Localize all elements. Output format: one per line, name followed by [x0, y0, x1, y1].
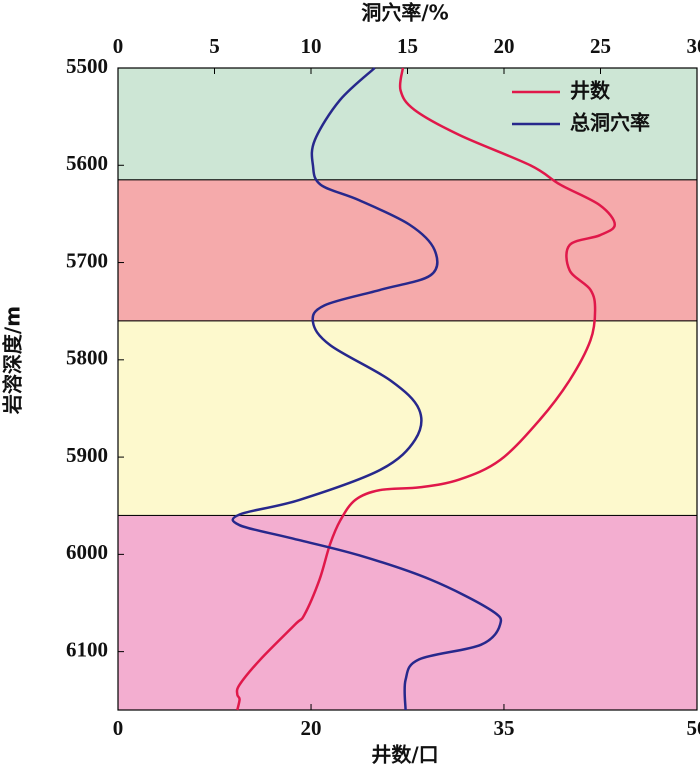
top-axis-label: 洞穴率/% [361, 1, 448, 25]
y-tick-label: 6000 [66, 540, 108, 564]
top-tick-label: 5 [209, 34, 220, 58]
y-tick-label: 5900 [66, 443, 108, 467]
bottom-tick-label: 50 [687, 716, 700, 740]
top-tick-label: 25 [590, 34, 611, 58]
top-tick-label: 0 [113, 34, 124, 58]
top-tick-label: 30 [687, 34, 700, 58]
y-tick-label: 6100 [66, 637, 108, 661]
plot-frame [117, 67, 698, 711]
zone [117, 67, 698, 181]
y-tick-label: 5700 [66, 248, 108, 272]
top-tick-label: 15 [397, 34, 418, 58]
y-axis-label: 岩溶深度/m [1, 306, 25, 415]
bottom-tick-label: 20 [301, 716, 322, 740]
y-tick-label: 5600 [66, 151, 108, 175]
y-tick-label: 5500 [66, 54, 108, 78]
legend-label: 总洞穴率 [570, 111, 650, 135]
bottom-tick-label: 0 [113, 716, 124, 740]
series-line [235, 67, 617, 711]
series-line [231, 67, 503, 711]
legend-label: 井数 [570, 79, 611, 103]
zone [117, 514, 698, 711]
zone [117, 179, 698, 322]
bottom-tick-label: 35 [493, 716, 514, 740]
y-tick-label: 5800 [66, 346, 108, 370]
bottom-axis-label: 井数/口 [371, 743, 438, 767]
top-tick-label: 10 [301, 34, 322, 58]
top-tick-label: 20 [494, 34, 515, 58]
zone [117, 320, 698, 516]
